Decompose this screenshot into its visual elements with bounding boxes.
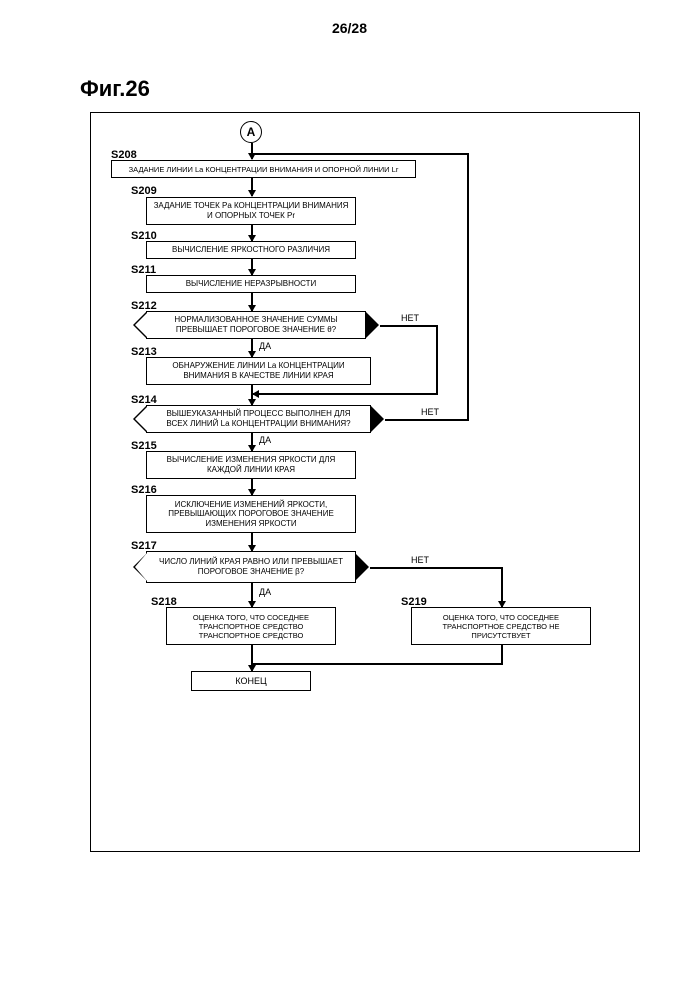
step-label-s209: S209 [131, 185, 157, 197]
yes-label-s214: ДА [259, 435, 271, 445]
flowchart-container: A S208 ЗАДАНИЕ ЛИНИИ La КОНЦЕНТРАЦИИ ВНИ… [90, 112, 640, 852]
step-s211: ВЫЧИСЛЕНИЕ НЕРАЗРЫВНОСТИ [146, 275, 356, 293]
page-number: 26/28 [0, 0, 699, 76]
decision-s217: ЧИСЛО ЛИНИЙ КРАЯ РАВНО ИЛИ ПРЕВЫШАЕТ ПОР… [146, 551, 356, 583]
yes-label-s212: ДА [259, 341, 271, 351]
decision-s217-text: ЧИСЛО ЛИНИЙ КРАЯ РАВНО ИЛИ ПРЕВЫШАЕТ ПОР… [157, 557, 345, 577]
decision-s214: ВЫШЕУКАЗАННЫЙ ПРОЦЕСС ВЫПОЛНЕН ДЛЯ ВСЕХ … [146, 405, 371, 433]
step-s210: ВЫЧИСЛЕНИЕ ЯРКОСТНОГО РАЗЛИЧИЯ [146, 241, 356, 259]
step-s215: ВЫЧИСЛЕНИЕ ИЗМЕНЕНИЯ ЯРКОСТИ ДЛЯ КАЖДОЙ … [146, 451, 356, 479]
no-label-s214: НЕТ [421, 407, 439, 417]
step-s209: ЗАДАНИЕ ТОЧЕК Pa КОНЦЕНТРАЦИИ ВНИМАНИЯ И… [146, 197, 356, 225]
end-box: КОНЕЦ [191, 671, 311, 691]
step-s208: ЗАДАНИЕ ЛИНИИ La КОНЦЕНТРАЦИИ ВНИМАНИЯ И… [111, 160, 416, 178]
step-s216: ИСКЛЮЧЕНИЕ ИЗМЕНЕНИЙ ЯРКОСТИ, ПРЕВЫШАЮЩИ… [146, 495, 356, 533]
connector-a: A [240, 121, 262, 143]
no-label-s217: НЕТ [411, 555, 429, 565]
decision-s212: НОРМАЛИЗОВАННОЕ ЗНАЧЕНИЕ СУММЫ ПРЕВЫШАЕТ… [146, 311, 366, 339]
decision-s212-text: НОРМАЛИЗОВАННОЕ ЗНАЧЕНИЕ СУММЫ ПРЕВЫШАЕТ… [157, 315, 355, 335]
step-s213: ОБНАРУЖЕНИЕ ЛИНИИ La КОНЦЕНТРАЦИИ ВНИМАН… [146, 357, 371, 385]
step-s219: ОЦЕНКА ТОГО, ЧТО СОСЕДНЕЕ ТРАНСПОРТНОЕ С… [411, 607, 591, 645]
step-s218: ОЦЕНКА ТОГО, ЧТО СОСЕДНЕЕ ТРАНСПОРТНОЕ С… [166, 607, 336, 645]
no-label-s212: НЕТ [401, 313, 419, 323]
decision-s214-text: ВЫШЕУКАЗАННЫЙ ПРОЦЕСС ВЫПОЛНЕН ДЛЯ ВСЕХ … [157, 409, 360, 429]
yes-label-s217: ДА [259, 587, 271, 597]
figure-title: Фиг.26 [0, 76, 699, 102]
